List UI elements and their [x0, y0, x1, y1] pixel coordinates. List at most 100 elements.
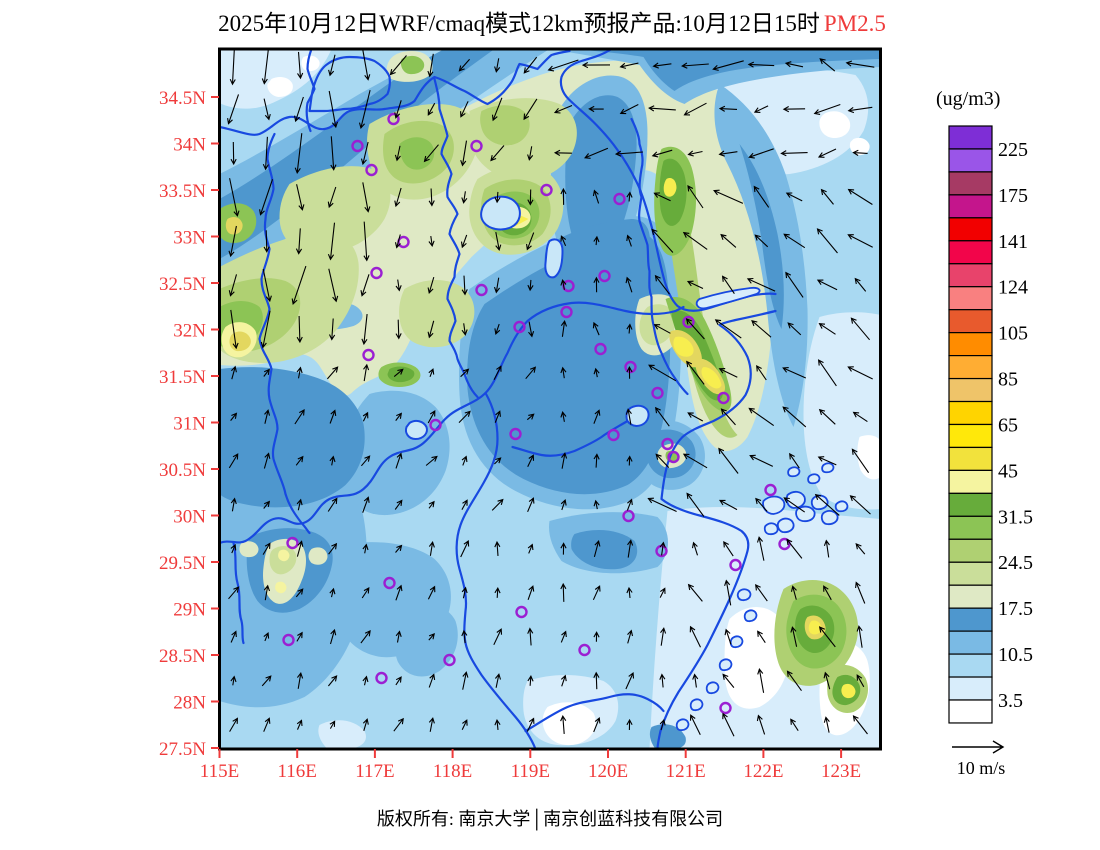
wind-arrow [263, 584, 271, 601]
wind-arrow [428, 541, 435, 556]
wind-arrow [360, 629, 371, 644]
colorbar-cell [948, 538, 993, 563]
wind-arrow [259, 179, 274, 216]
wind-arrow [527, 279, 534, 292]
wind-arrow [228, 225, 237, 258]
wind-arrow [395, 319, 402, 340]
lake-outline [544, 238, 564, 279]
wind-arrow [427, 276, 435, 295]
wind-arrow [395, 279, 402, 292]
station-marker [624, 360, 637, 374]
island-outline [820, 509, 839, 526]
colorbar-cell [948, 469, 993, 494]
wind-arrow [260, 310, 271, 349]
wind-arrow [754, 234, 769, 248]
wind-arrow [817, 456, 837, 466]
wind-arrow [494, 540, 501, 556]
field-region-mblue [714, 84, 808, 427]
colorbar-cell [948, 286, 993, 311]
wind-arrow [845, 60, 875, 68]
wind-arrow [393, 368, 404, 378]
wind-arrow [714, 319, 742, 339]
wind-arrow [263, 230, 270, 253]
province-border-line [305, 49, 316, 133]
colorbar-cell [948, 309, 993, 334]
province-border-line [219, 301, 685, 545]
colorbar-cells [948, 125, 993, 724]
colorbar-cell [948, 217, 993, 242]
wind-arrow [395, 412, 403, 421]
wind-arrow [296, 719, 303, 730]
wind-arrow [228, 586, 240, 600]
wind-arrow [494, 191, 501, 204]
wind-arrow [659, 587, 666, 598]
wind-arrow [659, 541, 666, 556]
province-border-line [308, 55, 391, 113]
wind-arrow [395, 452, 403, 469]
wind-arrow [261, 49, 269, 85]
station-marker [282, 633, 295, 647]
wind-vector-field [227, 49, 875, 737]
wind-arrow [593, 409, 601, 424]
province-boundaries [219, 49, 777, 749]
field-region-yelbrt [673, 336, 694, 357]
wind-arrow [686, 360, 705, 385]
wind-arrow [685, 318, 705, 340]
wind-arrow [230, 141, 237, 166]
station-marker [286, 536, 299, 550]
wind-arrow [228, 274, 238, 297]
wind-arrow [523, 98, 538, 121]
wind-arrow [724, 579, 732, 606]
wind-arrow [428, 368, 435, 378]
colorbar-cell [948, 446, 993, 472]
wind-arrow [296, 631, 303, 642]
wind-arrow [360, 274, 370, 297]
wind-arrow [491, 97, 503, 122]
wind-arrow [296, 672, 304, 689]
wind-arrow [757, 630, 766, 644]
wind-arrow [494, 586, 501, 598]
colorbar-cell [948, 423, 993, 449]
wind-arrow [592, 321, 600, 336]
wind-arrow [787, 322, 802, 336]
wind-arrow [847, 188, 873, 205]
lon-tick-label: 119E [511, 761, 550, 782]
wind-arrow [790, 718, 799, 731]
wind-arrow [689, 625, 701, 648]
wind-arrow [491, 498, 504, 511]
field-region-yelbrt [808, 620, 822, 635]
wind-arrow [328, 90, 339, 129]
wind-arrow [395, 676, 402, 686]
field-region-pygreen [279, 166, 391, 254]
wind-arrow [425, 455, 438, 466]
wind-arrow [626, 366, 633, 379]
island-outline [695, 286, 761, 310]
lon-tick-label: 117E [355, 761, 394, 782]
wind-arrow [718, 105, 738, 112]
wind-arrow [785, 192, 803, 202]
station-marker [370, 266, 383, 280]
lat-tick-label: 28N [173, 693, 206, 714]
wind-arrow [294, 409, 305, 425]
wind-arrow [327, 675, 338, 687]
field-region-khaki [225, 216, 243, 235]
wind-arrow [394, 187, 402, 208]
colorbar-label: 31.5 [998, 506, 1033, 528]
field-region-white [819, 111, 851, 138]
station-marker [578, 643, 591, 657]
colorbar-label: 141 [998, 231, 1028, 253]
wind-arrow [790, 626, 798, 647]
colorbar-cell [948, 607, 993, 632]
wind-arrow [817, 148, 837, 158]
wind-arrow [818, 408, 836, 425]
wind-arrow [358, 89, 371, 130]
wind-arrow [494, 718, 501, 730]
wind-arrow [724, 628, 732, 645]
wind-arrow [363, 221, 370, 262]
lat-tick-label: 29.5N [159, 553, 206, 574]
station-marker [607, 428, 620, 442]
wind-arrow [264, 409, 271, 424]
wind-arrow [428, 500, 435, 509]
field-region-steel [219, 367, 365, 508]
province-border-line [433, 77, 479, 399]
